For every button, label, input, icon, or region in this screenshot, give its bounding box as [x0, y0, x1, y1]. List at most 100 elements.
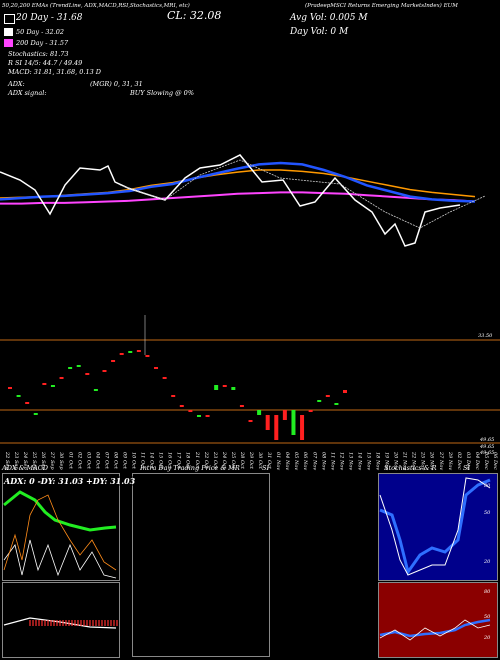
stoch-label: Stochastics: 81.73 [8, 50, 69, 58]
x-label-4: 26 Sep [40, 451, 46, 470]
candle-11 [102, 370, 107, 372]
macd-label: MACD: 31.81, 31.68, 0.13 D [8, 68, 102, 76]
x-label-33: 06 Nov [302, 452, 308, 470]
intraday-si: SI [262, 464, 270, 472]
x-label-39: 14 Nov [356, 452, 362, 470]
candle-39 [343, 390, 347, 393]
x-label-14: 10 Oct [131, 452, 137, 470]
ema20-swatch [4, 14, 15, 24]
x-axis-labels: 22 Sep 23 Sep 24 Sep 25 Sep 26 Sep 27 Sep 30 S… [4, 451, 498, 470]
adx-macd-panel [2, 473, 120, 581]
candle-16 [145, 355, 150, 357]
x-label-1: 23 Sep [13, 451, 19, 470]
candle-29 [257, 410, 262, 415]
x-label-21: 21 Oct [194, 451, 200, 470]
candle-12 [111, 360, 116, 362]
rsi-label: R SI 14/5: 44.7 / 49.49 [8, 59, 83, 67]
intraday-panel [132, 473, 270, 657]
price-level-b2: 49.65 [480, 444, 495, 450]
x-label-26: 28 Oct [239, 451, 245, 470]
candle-19 [171, 395, 176, 397]
price-level-top: 33.50 [478, 333, 493, 339]
candle-14 [128, 351, 133, 353]
x-label-13: 09 Oct [121, 452, 127, 470]
adx-green-line [3, 490, 117, 532]
x-label-46: 25 Nov [420, 451, 426, 470]
x-label-0: 22 Sep [4, 451, 10, 470]
candle-13 [119, 353, 124, 355]
stoch-tick-20: 20 [484, 559, 491, 565]
adx-readout: ADX: 0 -DY: 31.03 +DY: 31.03 [4, 476, 136, 486]
candle-21 [188, 410, 193, 412]
x-label-8: 02 Oct [76, 452, 82, 470]
stoch-panel-title: Stochastics & R [384, 464, 437, 472]
stoch-white-line [379, 477, 491, 576]
candle-28 [248, 420, 253, 422]
candle-22 [196, 415, 201, 417]
signal-line [119, 159, 486, 229]
macd-panel [2, 582, 120, 658]
x-label-27: 29 Oct [248, 451, 254, 470]
x-label-22: 22 Oct [203, 451, 209, 470]
stoch-tick-50: 50 [484, 510, 491, 516]
candles [0, 315, 500, 444]
x-label-38: 13 Nov [347, 452, 353, 470]
adx-label: ADX: [8, 80, 25, 88]
candle-18 [162, 377, 167, 379]
ema50-label: 50 Day - 32.02 [16, 28, 65, 36]
candle-26 [231, 387, 236, 390]
candle-38 [334, 403, 339, 405]
x-label-11: 07 Oct [103, 452, 109, 470]
x-label-30: 01 Nov [275, 452, 281, 470]
ema-lines [0, 154, 486, 247]
x-label-3: 25 Sep [31, 451, 37, 470]
x-label-51: 03 Dec [465, 452, 471, 470]
x-label-19: 17 Oct [176, 452, 182, 470]
x-label-34: 07 Nov [311, 452, 317, 470]
x-label-48: 27 Nov [438, 451, 444, 470]
candle-1 [16, 395, 21, 397]
adx-white-line [3, 539, 117, 579]
adx-orange-line [3, 494, 117, 571]
x-label-37: 12 Nov [338, 452, 344, 470]
x-label-15: 11 Oct [140, 452, 146, 470]
candle-15 [136, 350, 141, 352]
candle-27 [239, 405, 244, 407]
x-label-45: 22 Nov [411, 451, 417, 470]
rsi-tick-20: 20 [484, 635, 491, 641]
x-label-50: 02 Dec [456, 452, 462, 470]
x-label-52: 04 Dec [474, 452, 480, 470]
candle-8 [76, 365, 81, 367]
candle-37 [325, 395, 330, 397]
x-label-42: 19 Nov [384, 452, 390, 470]
candle-32 [282, 410, 287, 420]
x-label-6: 30 Sep [58, 452, 64, 470]
x-label-44: 21 Nov [402, 451, 408, 470]
candle-20 [179, 405, 184, 407]
x-label-5: 27 Sep [49, 451, 55, 470]
candle-0 [8, 387, 12, 389]
mri-label: (MGR) 0, 31, 31 [90, 80, 143, 88]
ema200-label: 200 Day - 31.57 [16, 39, 69, 47]
x-label-24: 24 Oct [221, 451, 227, 470]
x-label-35: 08 Nov [320, 452, 326, 470]
x-label-32: 05 Nov [293, 452, 299, 470]
candle-30 [265, 415, 270, 430]
candle-7 [68, 367, 73, 369]
adx-panel-title: ADX & MACD [2, 464, 48, 472]
x-label-2: 24 Sep [22, 451, 28, 470]
ema200-line [0, 191, 476, 205]
x-label-40: 15 Nov [365, 452, 371, 470]
x-label-17: 15 Oct [158, 452, 164, 470]
x-label-53: 05 Dec [483, 452, 489, 470]
close-label: CL: 32.08 [167, 9, 222, 22]
stoch-blue-line [379, 478, 491, 576]
x-label-36: 11 Nov [329, 452, 335, 470]
candle-24 [214, 385, 219, 390]
x-label-25: 25 Oct [230, 451, 236, 470]
candle-33 [291, 410, 296, 435]
x-label-9: 03 Oct [85, 452, 91, 470]
x-label-18: 16 Oct [167, 452, 173, 470]
